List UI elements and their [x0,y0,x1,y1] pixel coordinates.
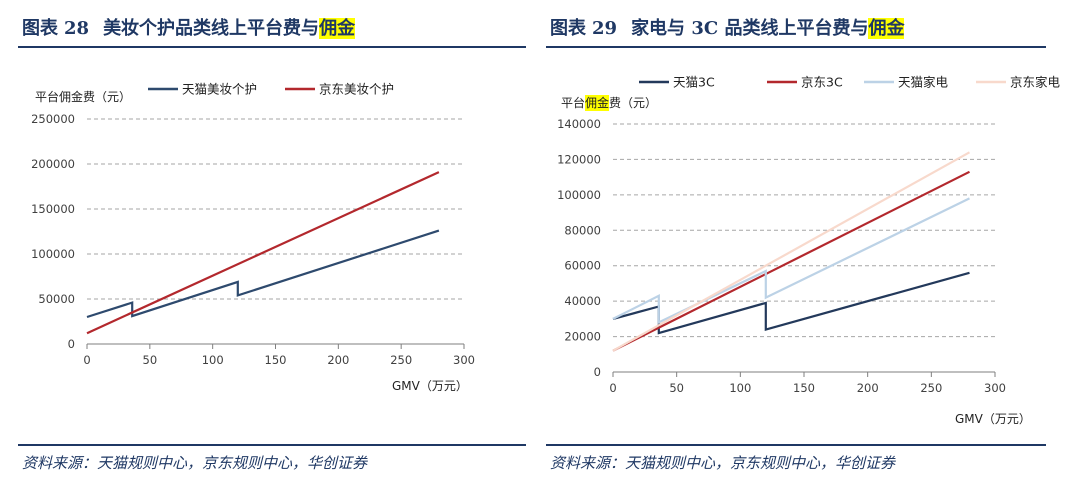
left-y-tick-label: 50000 [38,292,75,306]
right-series-line-3 [612,197,970,325]
left-figure-title: 图表 28 美妆个护品类线上平台费与佣金 [22,14,356,40]
left-x-tick-label: 300 [453,353,475,367]
right-legend-label-1: 天猫3C [673,75,715,90]
left-y-axis-label: 平台佣金费（元） [35,89,131,104]
left-y-tick-label: 200000 [31,157,75,171]
right-x-tick-label: 250 [920,381,942,395]
right-y-axis-label-highlight: 佣金 [585,95,609,110]
left-y-tick-label: 250000 [31,112,75,126]
right-figure-label: 图表 [550,18,586,39]
left-y-tick-label: 150000 [31,202,75,216]
right-line-chart: 0 20000 40000 60000 80000 100000 120000 140000 0… [557,75,1061,427]
right-y-axis-label-prefix: 平台 [561,95,585,110]
right-legend-label-3: 天猫家电 [898,75,949,90]
left-source-note: 资料来源：天猫规则中心，京东规则中心，华创证券 [22,454,368,472]
left-source-rule [18,444,526,446]
left-series-line-2 [86,171,440,335]
left-y-tick-label: 100000 [31,247,75,261]
right-x-tick-label: 300 [984,381,1006,395]
right-source-rule [546,444,1046,446]
left-figure-number: 28 [64,18,90,39]
right-y-tick-label: 100000 [557,188,601,202]
right-y-axis-label-suffix: 费（元） [609,96,657,110]
left-x-tick-label: 200 [327,353,349,367]
left-y-tick-label: 0 [68,337,75,351]
right-series-line-1 [612,271,970,335]
right-legend-label-2: 京东3C [801,75,843,90]
left-series-line-1 [86,229,440,319]
left-x-tick-label: 0 [83,353,90,367]
left-x-tick-label: 100 [202,353,224,367]
right-y-tick-label: 140000 [557,117,601,131]
left-line-chart: 0 50000 100000 150000 200000 250000 0 50 100 150 2… [31,82,475,394]
left-x-tick-label: 50 [143,353,158,367]
right-y-tick-label: 80000 [564,223,601,237]
left-x-axis-label: GMV（万元） [392,379,468,393]
right-x-tick-label: 50 [669,381,684,395]
left-x-tick-label: 250 [390,353,412,367]
right-x-tick-label: 200 [857,381,879,395]
right-x-axis-label: GMV（万元） [955,412,1031,426]
right-y-axis-label: 平台佣金费（元） [561,95,657,110]
left-title-rule [18,46,526,48]
left-x-tick-label: 150 [265,353,287,367]
left-title-highlight: 佣金 [319,18,356,39]
right-y-tick-label: 40000 [564,294,601,308]
right-figure-panel: 图表 29 家电与 3C 品类线上平台费与佣金 0 20000 40000 60000 80… [540,0,1080,498]
right-title-highlight: 佣金 [868,18,905,39]
right-source-note: 资料来源：天猫规则中心，京东规则中心，华创证券 [550,454,896,472]
left-title-main: 美妆个护品类线上平台费与 [103,18,320,39]
right-y-tick-label: 60000 [564,259,601,273]
right-series-line-4 [612,151,971,352]
right-figure-number: 29 [592,18,618,39]
right-y-tick-label: 120000 [557,152,601,166]
right-x-tick-label: 150 [793,381,815,395]
left-figure-label: 图表 [22,18,58,39]
right-legend-label-4: 京东家电 [1010,75,1061,90]
right-y-tick-label: 20000 [564,330,601,344]
right-series-line-2 [612,170,970,352]
right-y-tick-label: 0 [594,365,601,379]
right-title-main: 家电与 3C 品类线上平台费与 [631,18,869,39]
left-legend-label-1: 天猫美妆个护 [182,82,257,97]
left-legend-label-2: 京东美妆个护 [319,82,394,97]
right-title-rule [546,46,1046,48]
right-x-tick-label: 100 [729,381,751,395]
right-x-tick-label: 0 [609,381,616,395]
left-figure-panel: 图表 28 美妆个护品类线上平台费与佣金 0 50000 100000 150000 200… [0,0,530,498]
right-figure-title: 图表 29 家电与 3C 品类线上平台费与佣金 [550,14,905,40]
right-y-axis-label-highlight-bg [585,95,610,111]
